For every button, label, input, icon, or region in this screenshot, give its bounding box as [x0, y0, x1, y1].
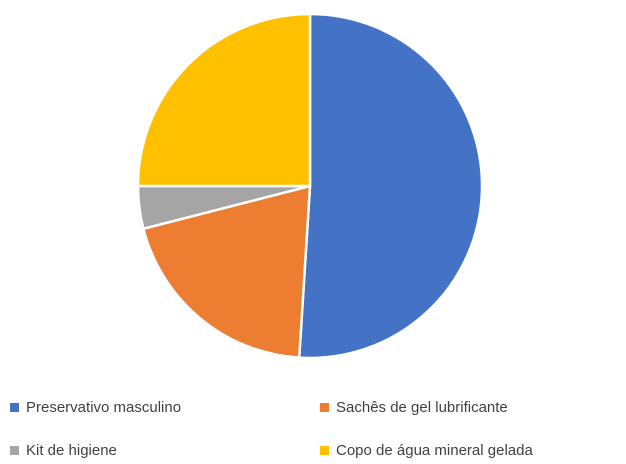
legend-item-saches-de-gel-lubrificante: Sachês de gel lubrificante: [320, 399, 508, 416]
legend-item-kit-de-higiene: Kit de higiene: [10, 442, 117, 459]
legend-item-copo-de-agua-mineral-gelada: Copo de água mineral gelada: [320, 442, 533, 459]
legend-label: Kit de higiene: [26, 442, 117, 459]
legend-swatch: [320, 403, 329, 412]
legend-label: Copo de água mineral gelada: [336, 442, 533, 459]
pie-chart: [136, 12, 484, 360]
pie-slice-saches-de-gel-lubrificante: [142, 184, 312, 359]
legend-swatch: [320, 446, 329, 455]
legend-label: Sachês de gel lubrificante: [336, 399, 508, 416]
pie-slice-copo-de-agua-mineral-gelada: [136, 12, 312, 188]
legend-label: Preservativo masculino: [26, 399, 182, 416]
legend-item-preservativo-masculino: Preservativo masculino: [10, 399, 181, 416]
legend-swatch: [10, 446, 19, 455]
legend-swatch: [10, 403, 19, 412]
pie-slice-preservativo-masculino: [297, 12, 484, 360]
chart-legend: Preservativo masculino Sachês de gel lub…: [0, 390, 626, 464]
